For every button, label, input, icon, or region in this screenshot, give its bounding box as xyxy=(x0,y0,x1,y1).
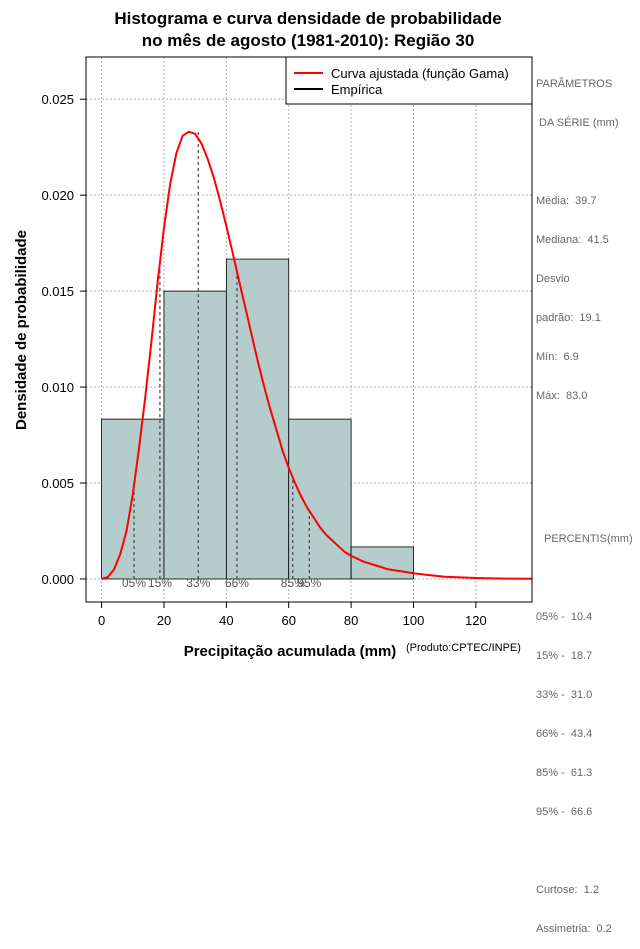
percentile-label: 33% xyxy=(186,576,210,590)
y-axis-label: Densidade de probabilidade xyxy=(13,230,30,430)
histogram-bar xyxy=(163,290,227,580)
percentil-85: 85% - 61.3 xyxy=(536,767,593,779)
percentile-label: 95% xyxy=(297,576,321,590)
y-tick-label: 0.015 xyxy=(41,284,74,299)
x-tick-label: 0 xyxy=(98,613,105,628)
stat-curtose: Curtose: 1.2 xyxy=(536,884,599,896)
param-desvio-2: padrão: 19.1 xyxy=(536,312,601,324)
legend-label-curve: Curva ajustada (função Gama) xyxy=(331,66,509,81)
percentil-05: 05% - 10.4 xyxy=(536,611,593,623)
param-media: Média: 39.7 xyxy=(536,195,597,207)
gamma-fit-curve xyxy=(101,130,533,580)
x-tick-label: 20 xyxy=(157,613,171,628)
x-tick-label: 40 xyxy=(219,613,233,628)
x-tick-label: 60 xyxy=(281,613,295,628)
percentis-title: PERCENTIS(mm) xyxy=(544,533,633,545)
percentil-95: 95% - 66.6 xyxy=(536,806,593,818)
histogram-chart: Histograma e curva densidade de probabil… xyxy=(13,9,533,660)
x-axis-ticks: 0 20 40 60 80 100 120 xyxy=(98,601,487,628)
x-axis-label: Precipitação acumulada (mm) xyxy=(184,643,397,660)
percentile-label: 85% xyxy=(281,576,305,590)
series-parameters-panel: PARÂMETROS DA SÉRIE (mm) Média: 39.7 Med… xyxy=(536,52,640,949)
y-axis-ticks: 0.000 0.005 0.010 0.015 0.020 0.025 xyxy=(41,92,86,587)
param-min: Mín: 6.9 xyxy=(536,351,579,363)
params-title-2: DA SÉRIE (mm) xyxy=(536,117,619,129)
chart-title-line1: Histograma e curva densidade de probabil… xyxy=(114,9,501,28)
product-credit: (Produto:CPTEC/INPE) xyxy=(406,642,521,654)
percentile-label: 05% xyxy=(122,576,146,590)
percentile-labels: 05% 15% 33% 66% 85%95% xyxy=(122,576,322,590)
stat-assimetria: Assimetria: 0.2 xyxy=(536,923,612,935)
params-title-1: PARÂMETROS xyxy=(536,78,613,90)
percentil-66: 66% - 43.4 xyxy=(536,728,593,740)
x-tick-label: 100 xyxy=(403,613,425,628)
legend-box xyxy=(285,56,533,105)
y-tick-label: 0.025 xyxy=(41,92,74,107)
y-tick-label: 0.010 xyxy=(41,380,74,395)
percentile-label: 66% xyxy=(225,576,249,590)
percentile-lines xyxy=(133,131,310,579)
param-desvio-1: Desvio xyxy=(536,273,570,285)
param-mediana: Mediana: 41.5 xyxy=(536,234,609,246)
x-tick-label: 80 xyxy=(344,613,358,628)
legend: Curva ajustada (função Gama) Empírica xyxy=(285,56,533,105)
y-tick-label: 0.000 xyxy=(41,572,74,587)
x-tick-label: 120 xyxy=(465,613,487,628)
param-max: Máx: 83.0 xyxy=(536,390,588,402)
y-tick-label: 0.020 xyxy=(41,188,74,203)
histogram-bar xyxy=(225,258,290,580)
histogram-bar xyxy=(350,546,414,580)
percentil-33: 33% - 31.0 xyxy=(536,689,593,701)
histogram-bar xyxy=(288,418,352,580)
legend-label-empirical: Empírica xyxy=(331,82,383,97)
chart-title-line2: no mês de agosto (1981-2010): Região 30 xyxy=(142,31,475,50)
percentil-15: 15% - 18.7 xyxy=(536,650,593,662)
percentile-label: 15% xyxy=(148,576,172,590)
histogram-bars xyxy=(101,258,414,580)
y-tick-label: 0.005 xyxy=(41,476,74,491)
